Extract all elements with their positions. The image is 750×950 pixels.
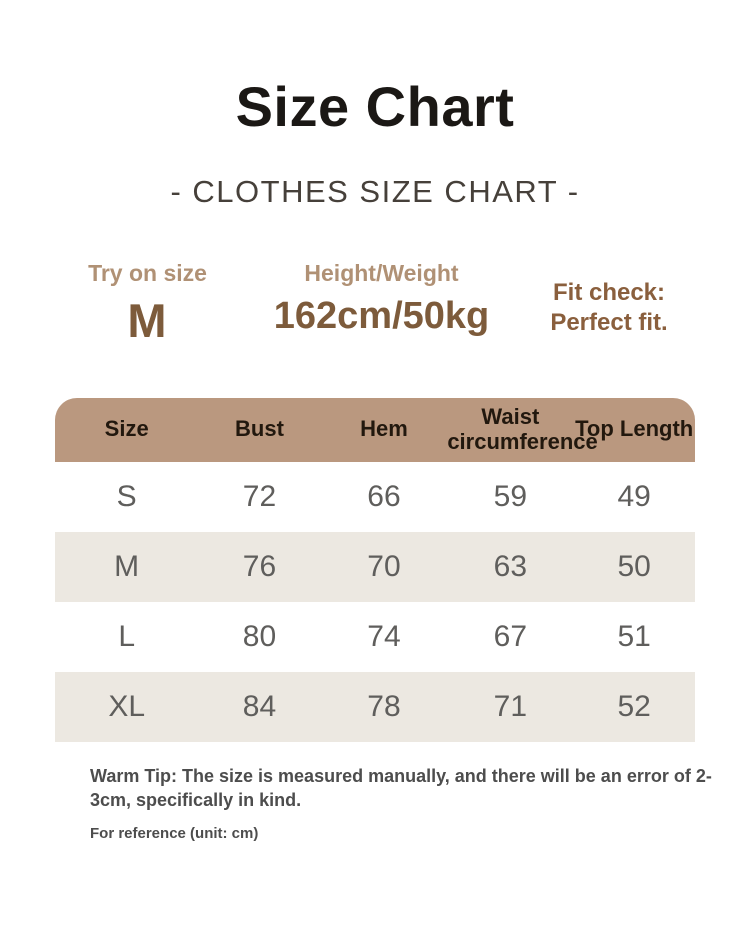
column-header-size: Size: [104, 416, 149, 442]
table-row-s: S 72 66 59 49: [55, 461, 695, 532]
cell-waist: 67: [493, 619, 528, 653]
fit-info-row: Try on size M Height/Weight 162cm/50kg F…: [0, 260, 750, 348]
page-title: Size Chart: [235, 75, 515, 138]
cell-waist: 71: [493, 689, 528, 723]
cell-top-length: 52: [617, 689, 651, 723]
size-table: Size Bust Hem Waist circumference Top Le…: [55, 397, 695, 742]
cell-top-length: 49: [617, 479, 651, 513]
fit-check-block: Fit check: Perfect fit.: [518, 268, 700, 338]
cell-size: XL: [108, 689, 146, 723]
cell-size: L: [118, 619, 136, 653]
cell-size: M: [114, 549, 140, 583]
cell-waist: 59: [493, 479, 528, 513]
cell-size: S: [116, 479, 137, 513]
cell-waist: 63: [493, 549, 528, 583]
column-header-top-length: Top Length: [575, 416, 694, 442]
fit-check-value: Perfect fit.: [550, 308, 668, 336]
column-header-bust: Bust: [235, 416, 284, 442]
cell-hem: 70: [367, 549, 401, 583]
try-on-size-value: M: [127, 293, 168, 347]
height-weight-value: 162cm/50kg: [273, 294, 490, 337]
cell-hem: 78: [367, 689, 401, 723]
fit-check-label: Fit check:: [552, 278, 666, 306]
footer-notes: Warm Tip: The size is measured manually,…: [90, 764, 712, 843]
size-table-header-row: Size Bust Hem Waist circumference Top Le…: [55, 397, 695, 462]
cell-bust: 84: [242, 689, 277, 723]
column-header-waist-circumference: Waist circumference: [447, 403, 598, 454]
table-row-l: L 80 74 67 51: [55, 601, 695, 672]
cell-top-length: 51: [617, 619, 651, 653]
page-subtitle: - CLOTHES SIZE CHART -: [170, 173, 580, 209]
try-on-size-block: Try on size M: [50, 260, 245, 348]
cell-bust: 76: [242, 549, 277, 583]
height-weight-block: Height/Weight 162cm/50kg: [245, 260, 518, 338]
table-row-xl: XL 84 78 71 52: [55, 671, 695, 742]
cell-top-length: 50: [617, 549, 651, 583]
cell-bust: 80: [242, 619, 277, 653]
warm-tip-text: Warm Tip: The size is measured manually,…: [90, 765, 712, 810]
cell-bust: 72: [242, 479, 277, 513]
height-weight-label: Height/Weight: [304, 259, 459, 286]
cell-hem: 74: [367, 619, 401, 653]
try-on-size-label: Try on size: [88, 259, 207, 286]
reference-unit-text: For reference (unit: cm): [90, 825, 259, 843]
table-row-m: M 76 70 63 50: [55, 531, 695, 602]
cell-hem: 66: [367, 479, 401, 513]
column-header-hem: Hem: [360, 416, 408, 442]
